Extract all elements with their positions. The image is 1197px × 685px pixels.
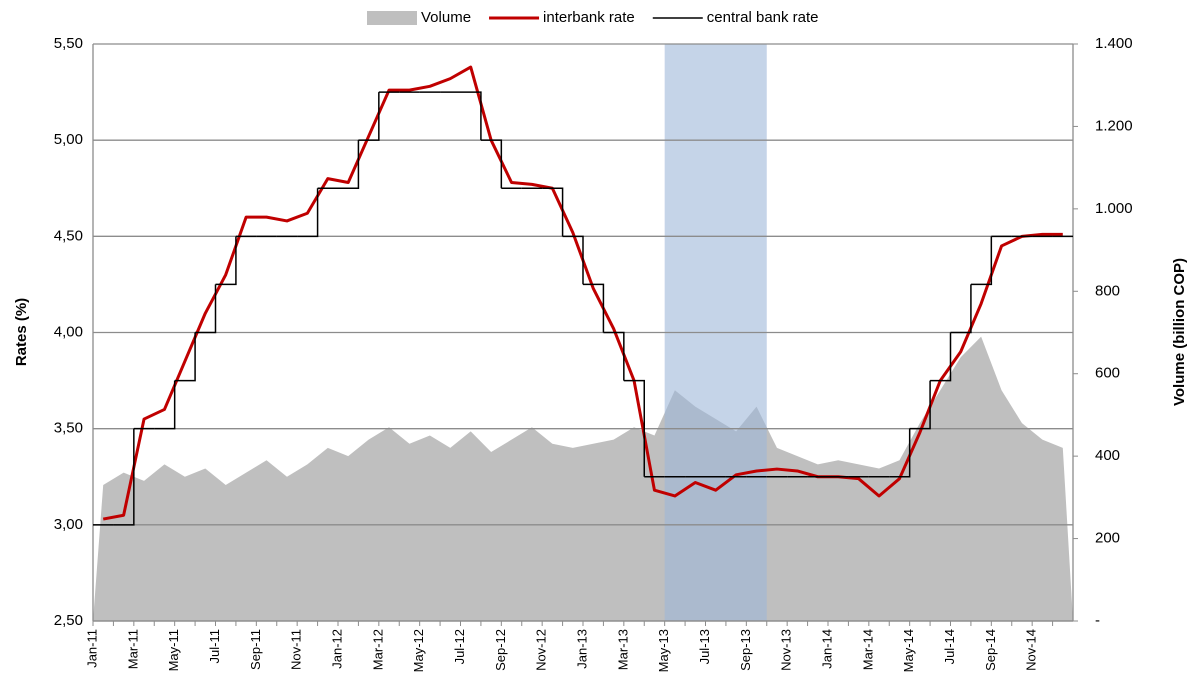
x-tick-label: May-12 (411, 629, 426, 672)
x-tick-label: Sep-13 (738, 629, 753, 671)
y2-tick-label: 1.200 (1095, 117, 1133, 134)
x-tick-label: May-14 (901, 629, 916, 672)
legend-swatch (367, 11, 417, 25)
x-tick-label: May-13 (656, 629, 671, 672)
step-segment (113, 428, 135, 526)
step-segment (480, 139, 503, 189)
x-tick-label: Nov-12 (534, 629, 549, 671)
x-tick-label: Jul-14 (942, 629, 957, 664)
x-tick-label: Nov-13 (779, 629, 794, 671)
y2-tick-label: 1.400 (1095, 35, 1133, 52)
x-tick-label: Sep-12 (493, 629, 508, 671)
x-tick-label: Sep-14 (983, 629, 998, 671)
y-tick-label: 4,50 (54, 227, 83, 244)
y2-tick-label: 800 (1095, 282, 1120, 299)
step-segment (154, 380, 176, 430)
y-tick-label: 3,00 (54, 516, 83, 533)
x-tick-label: Jul-11 (207, 629, 222, 663)
x-tick-label: Jul-12 (452, 629, 467, 664)
y-tick-label: 5,50 (54, 35, 83, 52)
step-segment (174, 332, 196, 382)
step-segment (930, 332, 952, 382)
step-segment (195, 284, 217, 334)
y-axis-label: Rates (%) (13, 298, 30, 366)
x-tick-label: Nov-14 (1024, 629, 1039, 671)
step-segment (909, 380, 931, 430)
y-tick-label: 3,50 (54, 420, 83, 437)
step-segment (460, 91, 482, 141)
legend-label: interbank rate (543, 9, 635, 26)
step-segment (623, 379, 645, 477)
y2-tick-label: 400 (1095, 447, 1120, 464)
y2-axis-label: Volume (billion COP) (1171, 258, 1188, 406)
y2-tick-label: 1.000 (1095, 200, 1133, 217)
x-tick-label: Jan-11 (84, 629, 99, 668)
step-segment (338, 140, 360, 189)
y2-tick-label: - (1095, 612, 1100, 629)
y2-tick-label: 600 (1095, 365, 1120, 382)
x-tick-label: Jan-12 (329, 629, 344, 669)
volume-area (93, 336, 1073, 621)
step-segment (358, 92, 380, 141)
step-segment (950, 284, 972, 334)
x-tick-label: Mar-11 (125, 629, 140, 669)
x-tick-label: Jan-13 (574, 629, 589, 669)
x-tick-label: May-11 (166, 629, 181, 671)
y-tick-label: 2,50 (54, 612, 83, 629)
y-tick-label: 5,00 (54, 131, 83, 148)
x-tick-label: Mar-13 (615, 629, 630, 670)
x-tick-label: Jul-13 (697, 629, 712, 664)
x-tick-label: Sep-11 (248, 629, 263, 670)
step-segment (542, 187, 564, 237)
x-tick-label: Mar-14 (860, 629, 875, 670)
step-segment (215, 236, 237, 286)
y-tick-label: 4,00 (54, 323, 83, 340)
step-segment (297, 188, 319, 238)
legend-label: central bank rate (707, 9, 819, 26)
x-tick-label: Mar-12 (370, 629, 385, 670)
step-segment (889, 428, 911, 478)
x-tick-label: Nov-11 (289, 629, 304, 670)
legend-label: Volume (421, 9, 471, 26)
y2-tick-label: 200 (1095, 530, 1120, 547)
step-segment (970, 236, 993, 286)
x-tick-label: Jan-14 (819, 629, 834, 669)
step-segment (583, 283, 605, 333)
step-segment (603, 331, 625, 381)
step-segment (562, 235, 584, 285)
